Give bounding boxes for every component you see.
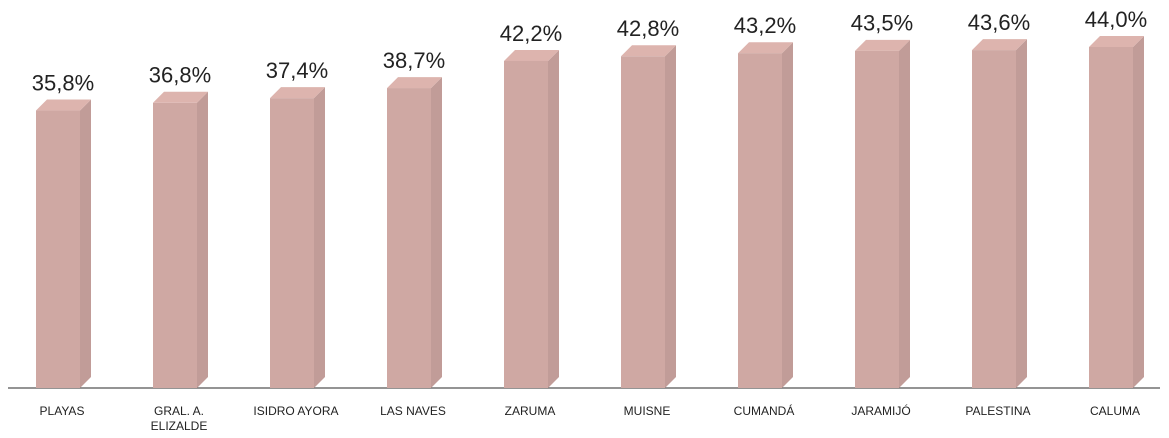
value-label: 36,8% xyxy=(149,63,211,88)
bar-side xyxy=(1133,36,1144,388)
x-tick-label: ISIDRO AYORA xyxy=(253,404,339,418)
bar-side xyxy=(548,49,559,388)
bar-top xyxy=(36,99,91,111)
bar-top xyxy=(738,42,793,54)
value-label: 43,5% xyxy=(851,11,913,36)
bar xyxy=(1089,47,1133,388)
bar-top xyxy=(621,45,676,57)
x-tick-label: ZARUMA xyxy=(504,404,556,418)
bar-top xyxy=(504,49,559,61)
x-tick-label: GRAL. A. ELIZALDE xyxy=(150,404,208,433)
bar-side xyxy=(782,42,793,388)
bar xyxy=(270,98,314,389)
bar xyxy=(855,50,899,388)
value-label: 44,0% xyxy=(1085,7,1147,32)
bar-side xyxy=(665,45,676,389)
x-tick-label: CALUMA xyxy=(1089,404,1140,418)
x-tick-label: PLAYAS xyxy=(39,404,85,418)
x-tick-label: LAS NAVES xyxy=(380,404,446,418)
value-label: 37,4% xyxy=(266,58,328,83)
bar xyxy=(36,110,80,389)
bar-side xyxy=(1016,39,1027,388)
value-label: 42,8% xyxy=(617,16,679,41)
bar xyxy=(972,50,1016,388)
bar-top xyxy=(387,77,442,89)
x-tick-label: CUMANDÁ xyxy=(733,404,795,418)
bar-top xyxy=(972,39,1027,51)
bar xyxy=(738,53,782,388)
bar-side xyxy=(314,87,325,389)
bar-side xyxy=(197,91,208,389)
bar xyxy=(387,88,431,388)
x-tick-label: JARAMIJÓ xyxy=(851,404,911,418)
bar xyxy=(153,102,197,389)
bar xyxy=(504,60,548,388)
bar-side xyxy=(431,77,442,388)
value-label: 38,7% xyxy=(383,48,445,73)
value-label: 43,2% xyxy=(734,13,796,38)
bar-top xyxy=(270,87,325,99)
value-label: 43,6% xyxy=(968,10,1030,35)
bar-side xyxy=(899,39,910,388)
bar-top xyxy=(855,39,910,51)
value-label: 35,8% xyxy=(32,70,94,95)
x-tick-label: MUISNE xyxy=(623,404,671,418)
bar-side xyxy=(80,99,91,389)
x-tick-label: PALESTINA xyxy=(965,404,1031,418)
bar-top xyxy=(153,91,208,103)
bar xyxy=(621,56,665,389)
bar-top xyxy=(1089,36,1144,47)
value-label: 42,2% xyxy=(500,21,562,46)
